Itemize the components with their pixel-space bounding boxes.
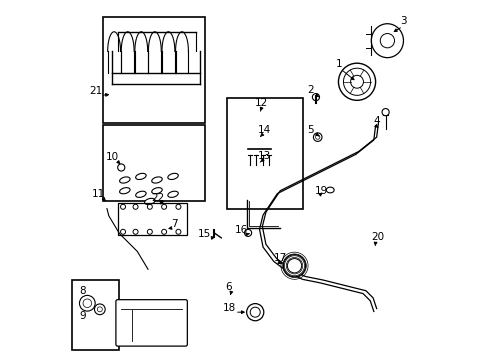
Ellipse shape	[246, 303, 263, 321]
Circle shape	[315, 135, 319, 139]
Circle shape	[312, 94, 319, 101]
Circle shape	[94, 304, 105, 315]
Bar	[103, 18, 205, 123]
Text: 13: 13	[257, 151, 270, 161]
Text: 11: 11	[91, 189, 104, 199]
Circle shape	[97, 307, 102, 312]
Text: 10: 10	[105, 152, 119, 162]
Text: 22: 22	[151, 193, 164, 203]
Text: 6: 6	[224, 282, 231, 292]
FancyBboxPatch shape	[116, 300, 187, 346]
Circle shape	[80, 296, 95, 311]
Ellipse shape	[283, 255, 305, 277]
Ellipse shape	[120, 188, 130, 194]
Text: 5: 5	[306, 125, 313, 135]
Ellipse shape	[151, 188, 162, 194]
Text: 2: 2	[306, 85, 313, 95]
Circle shape	[121, 204, 125, 209]
Circle shape	[121, 229, 125, 234]
Circle shape	[133, 204, 138, 209]
Circle shape	[147, 229, 152, 234]
Text: 4: 4	[373, 116, 379, 126]
Circle shape	[176, 229, 181, 234]
Circle shape	[162, 204, 166, 209]
Circle shape	[118, 164, 124, 171]
Circle shape	[133, 229, 138, 234]
Ellipse shape	[287, 258, 301, 273]
Text: 16: 16	[235, 225, 248, 235]
Ellipse shape	[135, 173, 146, 180]
Ellipse shape	[120, 177, 130, 183]
Circle shape	[244, 229, 251, 237]
Text: 15: 15	[198, 229, 211, 239]
Ellipse shape	[144, 198, 155, 204]
Text: 19: 19	[314, 186, 327, 196]
Ellipse shape	[325, 187, 333, 193]
Circle shape	[147, 204, 152, 209]
Text: 7: 7	[171, 219, 178, 229]
Text: 8: 8	[80, 286, 86, 296]
Bar	[226, 98, 303, 208]
Circle shape	[381, 109, 388, 116]
Bar	[118, 203, 187, 235]
Ellipse shape	[167, 173, 178, 180]
Circle shape	[350, 75, 363, 88]
Ellipse shape	[151, 177, 162, 183]
Ellipse shape	[135, 191, 146, 197]
Text: 21: 21	[89, 86, 102, 96]
Text: 1: 1	[335, 59, 342, 69]
Text: 14: 14	[257, 125, 270, 135]
Ellipse shape	[370, 24, 403, 58]
Circle shape	[83, 299, 91, 307]
Circle shape	[338, 63, 375, 100]
Text: 20: 20	[370, 232, 383, 242]
Ellipse shape	[167, 191, 178, 197]
Circle shape	[176, 204, 181, 209]
Circle shape	[343, 68, 370, 95]
Bar	[72, 280, 119, 350]
Circle shape	[162, 229, 166, 234]
Text: 18: 18	[223, 303, 236, 313]
Text: 9: 9	[80, 311, 86, 321]
Ellipse shape	[250, 307, 260, 317]
Text: 17: 17	[274, 253, 287, 263]
Circle shape	[380, 33, 394, 48]
Circle shape	[313, 133, 322, 141]
Text: 3: 3	[399, 16, 406, 26]
Bar	[103, 125, 205, 202]
Text: 12: 12	[255, 98, 268, 108]
